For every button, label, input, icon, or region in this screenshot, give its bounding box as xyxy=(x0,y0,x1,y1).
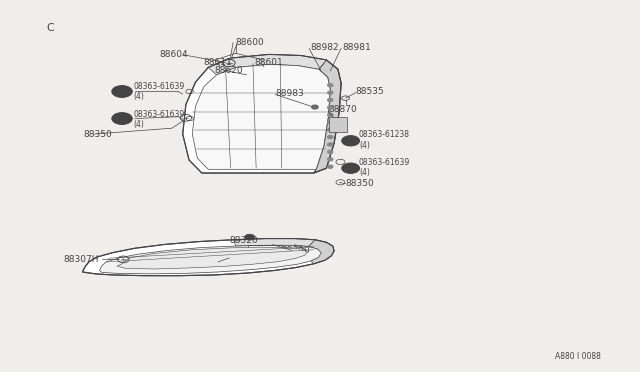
Circle shape xyxy=(328,143,333,146)
Text: C: C xyxy=(47,23,54,33)
Polygon shape xyxy=(182,54,341,173)
Circle shape xyxy=(328,106,333,109)
Circle shape xyxy=(328,91,333,94)
Polygon shape xyxy=(314,60,341,173)
Circle shape xyxy=(312,105,318,109)
Polygon shape xyxy=(208,54,326,75)
Text: 88320: 88320 xyxy=(229,236,258,246)
Polygon shape xyxy=(83,238,334,276)
Text: 88604: 88604 xyxy=(159,50,188,59)
Polygon shape xyxy=(234,238,315,246)
Text: 88983: 88983 xyxy=(275,89,304,98)
Text: 08363-61238
(4): 08363-61238 (4) xyxy=(359,130,410,150)
Text: 88300: 88300 xyxy=(282,246,310,255)
Text: 08363-61639
(4): 08363-61639 (4) xyxy=(134,110,185,129)
Polygon shape xyxy=(117,247,307,269)
Text: 88600: 88600 xyxy=(236,38,264,47)
Circle shape xyxy=(328,121,333,124)
Text: S: S xyxy=(349,138,353,143)
Circle shape xyxy=(112,86,132,97)
Circle shape xyxy=(342,163,360,173)
Text: 08363-61639
(4): 08363-61639 (4) xyxy=(134,82,185,101)
Text: 88870: 88870 xyxy=(328,105,357,114)
Text: S: S xyxy=(349,166,353,171)
Text: 88611: 88611 xyxy=(204,58,232,67)
Text: 88535: 88535 xyxy=(356,87,385,96)
Text: 88601: 88601 xyxy=(255,58,284,67)
Circle shape xyxy=(328,165,333,168)
Circle shape xyxy=(328,113,333,116)
Text: 88620: 88620 xyxy=(214,66,243,75)
Polygon shape xyxy=(100,245,321,274)
Text: 08363-61639
(4): 08363-61639 (4) xyxy=(359,158,410,177)
Polygon shape xyxy=(192,64,330,169)
Text: 88981: 88981 xyxy=(342,43,371,52)
Circle shape xyxy=(244,234,255,240)
Circle shape xyxy=(328,136,333,138)
Text: 88982: 88982 xyxy=(310,43,339,52)
Circle shape xyxy=(328,99,333,102)
Circle shape xyxy=(328,158,333,161)
Text: S: S xyxy=(120,116,124,121)
Text: 88301: 88301 xyxy=(210,257,239,266)
Circle shape xyxy=(328,128,333,131)
Text: 88350: 88350 xyxy=(346,179,374,188)
Text: A880 l 0088: A880 l 0088 xyxy=(555,352,601,361)
FancyBboxPatch shape xyxy=(329,118,347,132)
Text: S: S xyxy=(120,89,124,94)
Circle shape xyxy=(328,84,333,87)
Circle shape xyxy=(342,136,360,146)
Text: 88307H: 88307H xyxy=(63,255,99,264)
Circle shape xyxy=(112,113,132,125)
Circle shape xyxy=(328,150,333,153)
Text: 88350: 88350 xyxy=(84,129,113,139)
Polygon shape xyxy=(308,240,334,264)
